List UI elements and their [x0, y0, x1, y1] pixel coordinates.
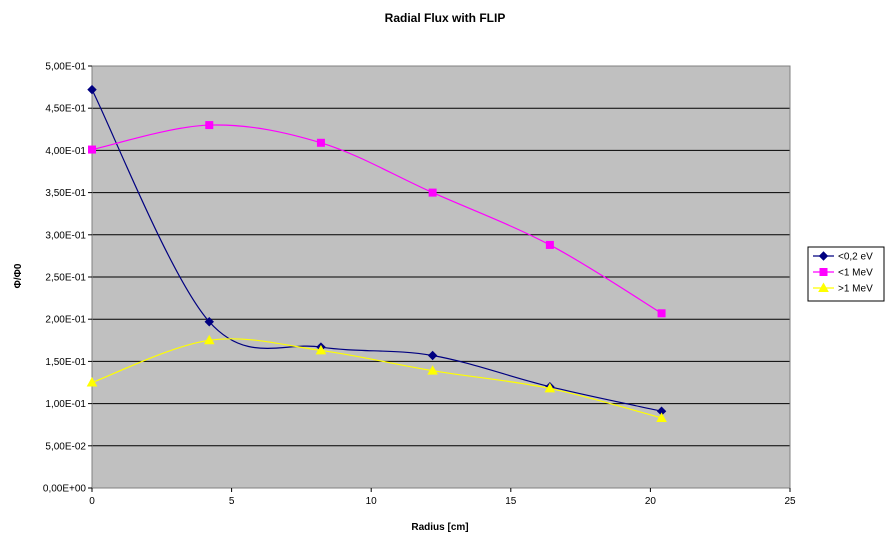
- x-tick-label: 5: [229, 496, 235, 507]
- data-point: [204, 317, 214, 327]
- series-2: [86, 334, 667, 422]
- legend-label: >1 MeV: [838, 284, 873, 295]
- data-point: [205, 121, 214, 130]
- x-tick-label: 25: [784, 496, 796, 507]
- y-tick-label: 3,00E-01: [45, 230, 86, 241]
- y-tick-label: 2,50E-01: [45, 273, 86, 284]
- data-point: [88, 145, 96, 154]
- data-point: [427, 350, 438, 361]
- x-tick-label: 10: [366, 496, 378, 507]
- data-point: [86, 376, 98, 387]
- data-point: [428, 188, 437, 197]
- y-axis: 0,00E+00 5,00E-02 1,00E-01 1,50E-01 2,00E-01…: [43, 62, 92, 495]
- y-tick-label: 2,00E-01: [45, 315, 86, 326]
- y-tick-label: 3,50E-01: [45, 188, 86, 199]
- legend-label: <1 MeV: [838, 268, 873, 279]
- y-tick-label: 1,50E-01: [45, 357, 86, 368]
- data-point: [427, 365, 438, 375]
- x-tick-label: 0: [89, 496, 95, 507]
- legend-item: <1 MeV: [813, 268, 873, 279]
- series-1: [88, 121, 666, 318]
- y-tick-label: 4,00E-01: [45, 146, 86, 157]
- legend: <0,2 eV <1 MeV >1 MeV: [807, 246, 885, 302]
- series-line: [91, 124, 662, 314]
- x-axis-label: Radius [cm]: [411, 522, 468, 533]
- legend-item: >1 MeV: [813, 282, 873, 295]
- data-point: [87, 84, 97, 95]
- series-line: [91, 338, 662, 419]
- data-point: [203, 334, 215, 345]
- y-tick-label: 0,00E+00: [43, 484, 87, 495]
- legend-item: <0,2 eV: [813, 251, 873, 263]
- data-point: [315, 344, 327, 355]
- x-axis: 0 5 10 15 20 25: [89, 488, 796, 507]
- legend-label: <0,2 eV: [838, 252, 873, 263]
- y-axis-label: Φ/Φ0: [13, 263, 24, 288]
- series-layer: [86, 84, 667, 422]
- legend-marker: [818, 251, 829, 261]
- y-tick-label: 5,00E-02: [45, 441, 86, 452]
- data-point: [657, 309, 666, 318]
- y-tick-label: 4,50E-01: [45, 104, 86, 115]
- x-tick-label: 15: [505, 496, 517, 507]
- chart-title: Radial Flux with FLIP: [385, 11, 506, 25]
- data-point: [656, 412, 667, 422]
- x-tick-label: 20: [645, 496, 657, 507]
- legend-marker: [818, 282, 829, 292]
- data-point: [544, 382, 556, 393]
- legend-marker: [819, 268, 828, 276]
- data-point: [316, 138, 325, 147]
- y-tick-label: 5,00E-01: [45, 62, 86, 73]
- data-point: [545, 240, 554, 249]
- y-tick-label: 1,00E-01: [45, 399, 86, 410]
